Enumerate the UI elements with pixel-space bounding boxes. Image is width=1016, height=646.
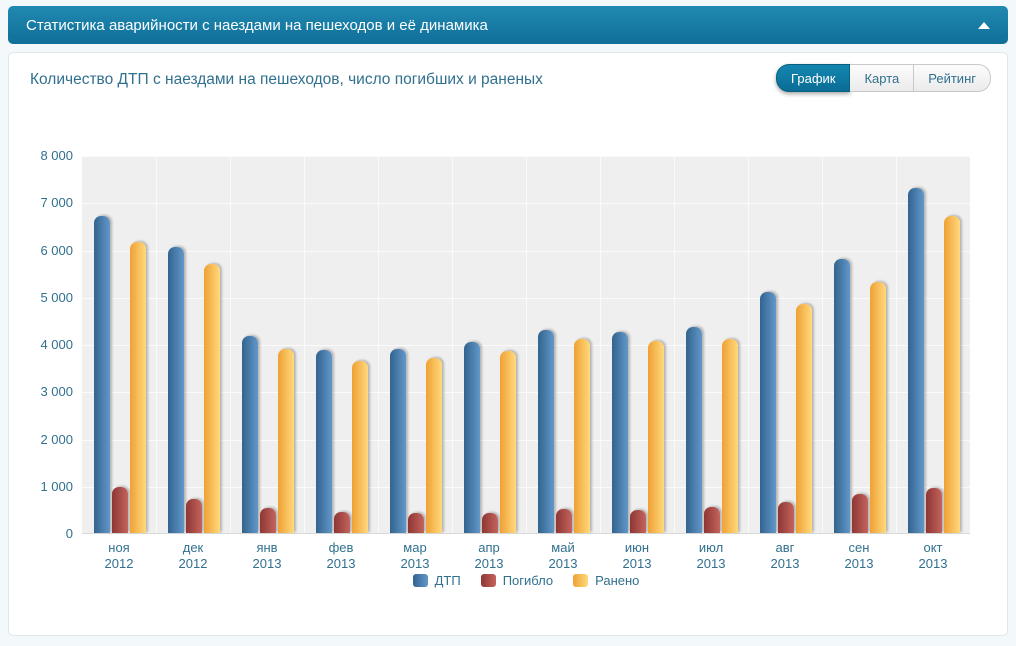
bar-Ранено-авг-2013[interactable] bbox=[796, 303, 812, 533]
v-gridline bbox=[378, 156, 379, 533]
bar-Погибло-мар-2013[interactable] bbox=[408, 513, 424, 533]
x-axis-label: дек 2012 bbox=[178, 540, 208, 571]
v-gridline bbox=[674, 156, 675, 533]
x-axis-label: окт 2013 bbox=[918, 540, 948, 571]
bar-Погибло-июн-2013[interactable] bbox=[630, 510, 646, 533]
bar-Ранено-сен-2013[interactable] bbox=[870, 281, 886, 533]
bar-Ранено-янв-2013[interactable] bbox=[278, 348, 294, 533]
bar-Ранено-май-2013[interactable] bbox=[574, 339, 590, 533]
legend-swatch-icon bbox=[412, 574, 428, 587]
x-axis-label: июн 2013 bbox=[622, 540, 652, 571]
legend-swatch-icon bbox=[480, 574, 496, 587]
legend-item-Ранено[interactable]: Ранено bbox=[573, 573, 639, 588]
bar-ДТП-ноя-2012[interactable] bbox=[94, 216, 110, 533]
x-axis-label: фев 2013 bbox=[326, 540, 356, 571]
v-gridline bbox=[748, 156, 749, 533]
bar-Ранено-июл-2013[interactable] bbox=[722, 338, 738, 533]
v-gridline bbox=[156, 156, 157, 533]
bar-ДТП-мар-2013[interactable] bbox=[390, 348, 406, 533]
tab-grafik[interactable]: График bbox=[776, 64, 851, 92]
chart-card: Количество ДТП с наездами на пешеходов, … bbox=[8, 52, 1008, 636]
v-gridline bbox=[452, 156, 453, 533]
x-axis-label: май 2013 bbox=[548, 540, 578, 571]
bar-Ранено-ноя-2012[interactable] bbox=[130, 242, 146, 533]
y-axis-label: 6 000 bbox=[40, 242, 73, 258]
legend-label: Погибло bbox=[502, 573, 554, 588]
v-gridline bbox=[526, 156, 527, 533]
bar-Погибло-июл-2013[interactable] bbox=[704, 506, 720, 533]
x-axis-label: сен 2013 bbox=[844, 540, 874, 571]
bar-ДТП-авг-2013[interactable] bbox=[760, 292, 776, 533]
bar-Погибло-май-2013[interactable] bbox=[556, 509, 572, 533]
chart-title: Количество ДТП с наездами на пешеходов, … bbox=[30, 71, 543, 88]
y-axis-label: 0 bbox=[65, 526, 73, 541]
y-axis-label: 3 000 bbox=[40, 384, 73, 400]
bar-Погибло-ноя-2012[interactable] bbox=[112, 487, 128, 533]
bar-Ранено-июн-2013[interactable] bbox=[648, 340, 664, 533]
v-gridline bbox=[304, 156, 305, 533]
view-switcher: График Карта Рейтинг bbox=[776, 64, 991, 92]
legend-label: ДТП bbox=[434, 573, 461, 588]
bar-ДТП-апр-2013[interactable] bbox=[464, 342, 480, 533]
y-axis-label: 2 000 bbox=[40, 431, 73, 447]
bar-Ранено-окт-2013[interactable] bbox=[944, 216, 960, 533]
y-axis-label: 1 000 bbox=[40, 478, 73, 494]
bar-Погибло-апр-2013[interactable] bbox=[482, 513, 498, 533]
x-axis-label: авг 2013 bbox=[770, 540, 800, 571]
x-axis-label: мар 2013 bbox=[400, 540, 430, 571]
legend-item-Погибло[interactable]: Погибло bbox=[480, 573, 554, 588]
v-gridline bbox=[822, 156, 823, 533]
y-axis-label: 4 000 bbox=[40, 337, 73, 352]
bar-ДТП-сен-2013[interactable] bbox=[834, 258, 850, 533]
bar-Ранено-апр-2013[interactable] bbox=[500, 350, 516, 533]
y-axis-label: 5 000 bbox=[40, 289, 73, 305]
v-gridline bbox=[230, 156, 231, 533]
plot-area bbox=[82, 156, 970, 534]
bar-ДТП-окт-2013[interactable] bbox=[908, 188, 924, 533]
chart-legend: ДТП Погибло Ранено bbox=[82, 573, 970, 588]
bar-Погибло-сен-2013[interactable] bbox=[852, 493, 868, 533]
bar-Погибло-авг-2013[interactable] bbox=[778, 501, 794, 533]
legend-item-ДТП[interactable]: ДТП bbox=[412, 573, 461, 588]
bar-ДТП-июл-2013[interactable] bbox=[686, 327, 702, 533]
bar-Погибло-янв-2013[interactable] bbox=[260, 508, 276, 533]
bar-ДТП-июн-2013[interactable] bbox=[612, 331, 628, 533]
chart: ДТП Погибло Ранено 0 1 000 2 000 3 000 4 000 5 … bbox=[9, 53, 1007, 635]
bar-Погибло-фев-2013[interactable] bbox=[334, 511, 350, 533]
accordion-title: Статистика аварийности с наездами на пеш… bbox=[26, 16, 488, 34]
bar-ДТП-май-2013[interactable] bbox=[538, 329, 554, 533]
bar-ДТП-янв-2013[interactable] bbox=[242, 335, 258, 533]
bar-Ранено-мар-2013[interactable] bbox=[426, 358, 442, 533]
tab-karta[interactable]: Карта bbox=[850, 64, 915, 92]
bar-ДТП-фев-2013[interactable] bbox=[316, 350, 332, 533]
x-axis-label: июл 2013 bbox=[696, 540, 726, 571]
x-axis-label: ноя 2012 bbox=[104, 540, 134, 571]
y-axis-label: 8 000 bbox=[40, 148, 73, 163]
bar-Погибло-окт-2013[interactable] bbox=[926, 488, 942, 533]
bar-Ранено-фев-2013[interactable] bbox=[352, 360, 368, 533]
bar-Погибло-дек-2012[interactable] bbox=[186, 498, 202, 533]
legend-label: Ранено bbox=[595, 573, 640, 588]
bar-ДТП-дек-2012[interactable] bbox=[168, 247, 184, 533]
tab-reyting[interactable]: Рейтинг bbox=[914, 64, 991, 92]
bar-Ранено-дек-2012[interactable] bbox=[204, 263, 220, 533]
v-gridline bbox=[896, 156, 897, 533]
x-axis-label: апр 2013 bbox=[474, 540, 504, 571]
y-axis-label: 7 000 bbox=[40, 195, 73, 211]
accordion-header[interactable]: Статистика аварийности с наездами на пеш… bbox=[8, 6, 1008, 44]
v-gridline bbox=[600, 156, 601, 533]
x-axis-label: янв 2013 bbox=[252, 540, 282, 571]
collapse-arrow-icon[interactable] bbox=[978, 21, 990, 29]
legend-swatch-icon bbox=[573, 574, 589, 587]
